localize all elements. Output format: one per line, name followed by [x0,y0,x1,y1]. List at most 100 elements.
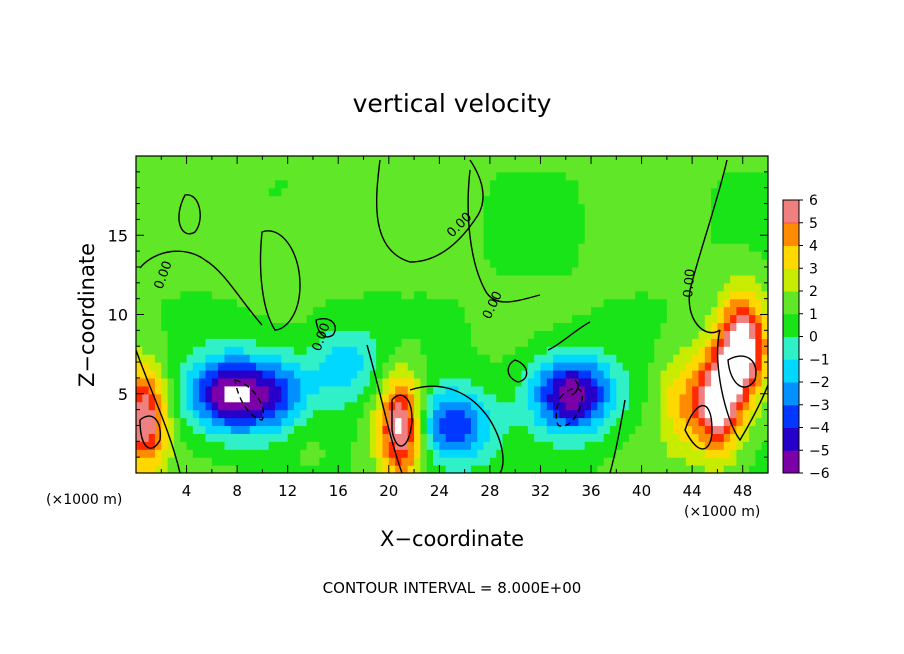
heatmap-cell [641,163,649,173]
heatmap-cell [211,346,219,355]
heatmap-cell [673,290,681,300]
heatmap-cell [717,314,725,324]
heatmap-cell [489,330,497,339]
heatmap-cell [243,338,251,347]
heatmap-cell [565,457,573,466]
heatmap-cell [628,227,636,236]
heatmap-cell [673,354,681,363]
heatmap-cell [654,457,662,466]
heatmap-cell [186,290,194,300]
heatmap-cell [578,330,586,339]
heatmap-cell [489,417,497,427]
heatmap-cell [433,298,440,308]
heatmap-cell [761,203,768,213]
heatmap-cell [610,449,617,458]
heatmap-cell [685,322,693,331]
heatmap-cell [458,385,466,395]
heatmap-cell [742,195,750,205]
heatmap-cell [136,346,143,355]
heatmap-cell [647,393,655,403]
colorbar-segment [783,382,799,406]
heatmap-cell [622,433,630,442]
heatmap-cell [458,457,466,466]
heatmap-cell [224,219,232,228]
heatmap-cell [357,306,365,316]
heatmap-cell [205,425,213,434]
heatmap-cell [660,354,668,363]
heatmap-cell [736,163,744,173]
heatmap-cell [610,219,617,228]
heatmap-cell [211,179,219,189]
heatmap-cell [704,219,712,228]
heatmap-cell [527,235,535,244]
heatmap-cell [641,393,649,403]
heatmap-cell [711,187,719,197]
heatmap-cell [641,274,649,284]
heatmap-cell [281,156,289,165]
heatmap-cell [736,377,744,387]
heatmap-cell [502,211,510,221]
heatmap-cell [148,211,156,221]
heatmap-cell [275,187,282,197]
heatmap-cell [502,465,510,473]
heatmap-cell [237,425,245,434]
heatmap-cell [502,449,510,458]
heatmap-cell [597,417,605,427]
heatmap-cell [401,179,409,189]
heatmap-cell [666,156,674,165]
heatmap-cell [647,298,655,308]
heatmap-cell [641,338,649,347]
heatmap-cell [369,330,377,339]
heatmap-cell [294,282,301,292]
heatmap-cell [243,409,251,419]
heatmap-cell [679,187,687,197]
heatmap-cell [325,290,333,300]
heatmap-cell [186,354,194,363]
heatmap-cell [325,338,333,347]
heatmap-cell [660,441,668,450]
heatmap-cell [249,266,257,276]
heatmap-cell [407,322,415,331]
heatmap-cell [736,203,744,213]
heatmap-cell [458,314,466,324]
heatmap-cell [262,195,270,205]
heatmap-cell [445,369,453,379]
heatmap-cell [167,274,175,284]
zero-contours [136,159,768,473]
heatmap-cell [243,457,251,466]
heatmap-cell [692,298,700,308]
heatmap-cell [268,163,276,173]
heatmap-cell [180,179,188,189]
heatmap-cell [420,314,428,324]
heatmap-cell [357,354,365,363]
heatmap-cell [496,362,504,371]
heatmap-cell [287,377,295,387]
heatmap-cell [218,266,226,276]
heatmap-cell [704,417,712,427]
heatmap-cell [420,362,428,371]
heatmap-cell [477,298,485,308]
heatmap-cell [654,393,662,403]
heatmap-cell [287,433,295,442]
heatmap-cell [407,362,415,371]
heatmap-cell [717,401,725,411]
heatmap-cell [647,211,655,221]
heatmap-cell [275,274,282,284]
heatmap-cell [407,346,415,355]
heatmap-cell [749,219,756,228]
heatmap-cell [325,187,333,197]
heatmap-cell [262,298,270,308]
heatmap-cell [331,314,339,324]
heatmap-cell [369,266,377,276]
heatmap-cell [540,179,548,189]
heatmap-cell [641,330,649,339]
heatmap-cell [211,266,219,276]
heatmap-cell [376,243,384,252]
heatmap-cell [559,251,567,260]
heatmap-cell [268,385,276,395]
heatmap-cell [565,211,573,221]
heatmap-cell [483,203,491,213]
heatmap-cell [243,187,251,197]
heatmap-cell [572,314,579,324]
heatmap-cell [344,441,352,450]
